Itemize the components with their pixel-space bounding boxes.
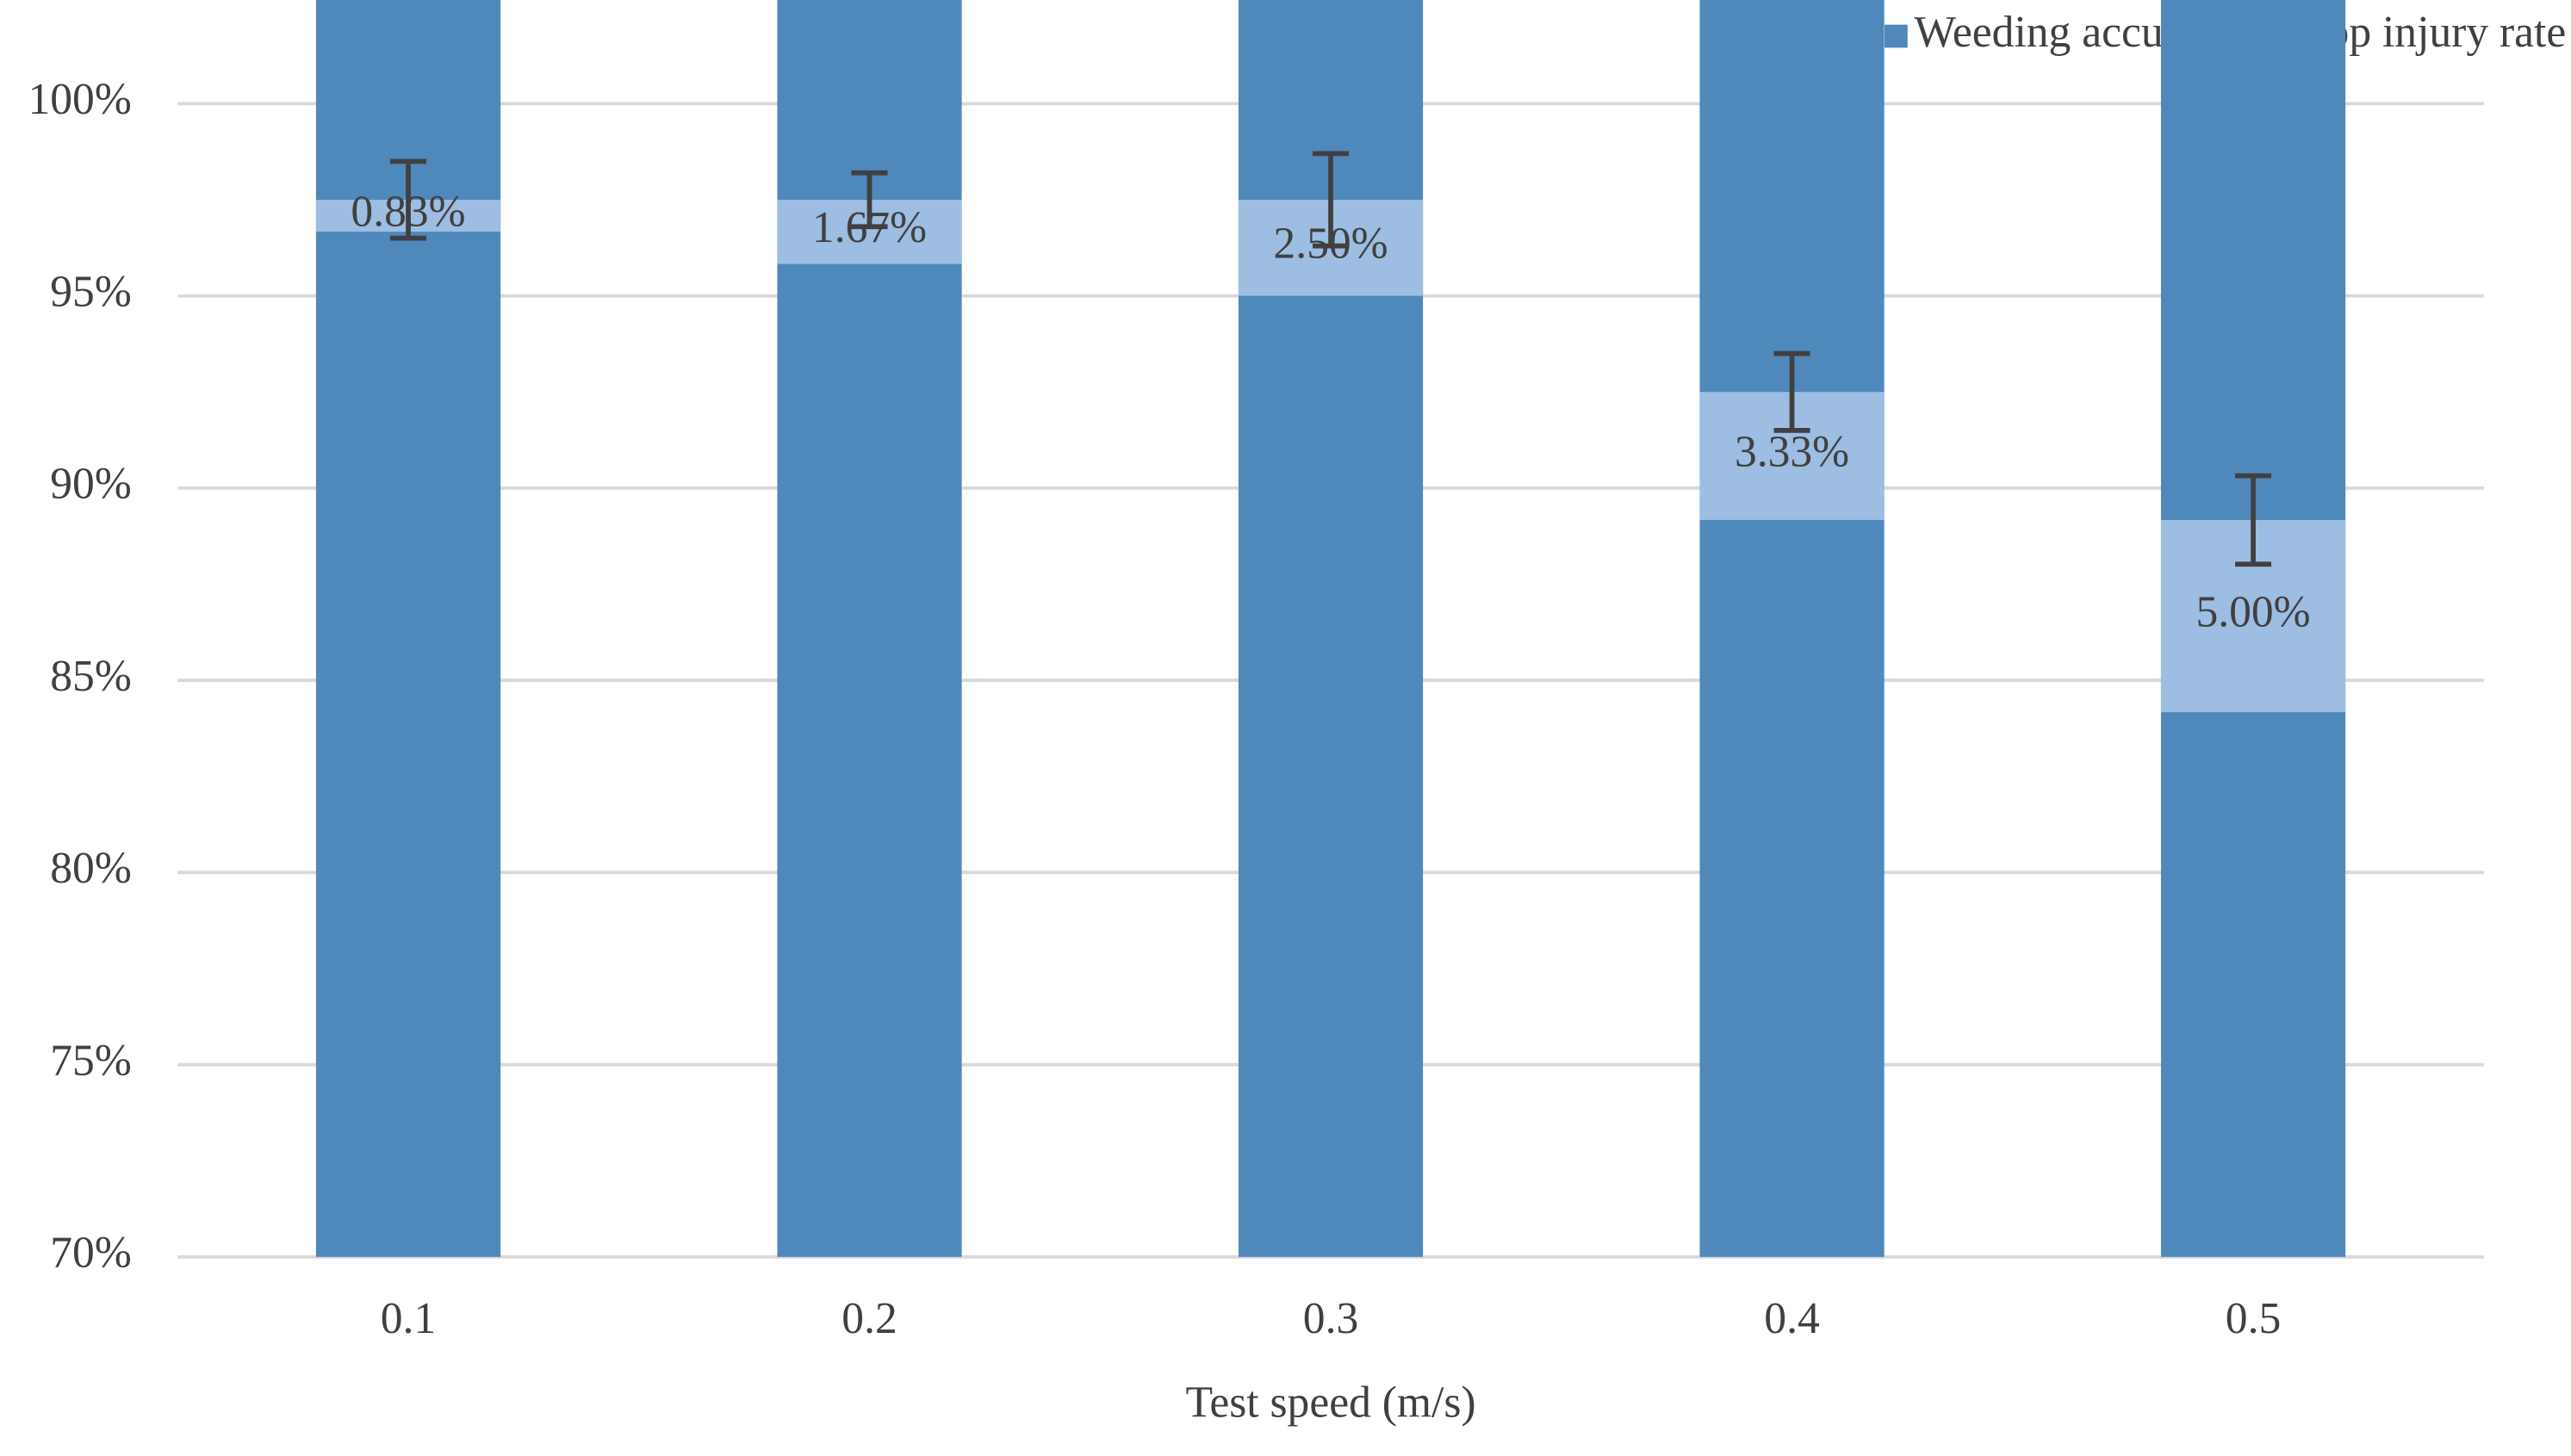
y-tick-label: 85% <box>50 652 131 701</box>
error-bar <box>390 158 427 241</box>
error-bar <box>1313 151 1350 249</box>
y-tick-label: 100% <box>28 75 132 124</box>
legend-swatch <box>1885 24 1908 48</box>
y-tick-label: 90% <box>50 460 131 509</box>
y-tick-label: 80% <box>50 844 131 893</box>
x-tick-label: 0.2 <box>841 1294 897 1343</box>
x-tick-label: 0.5 <box>2226 1294 2281 1343</box>
x-axis-label: Test speed (m/s) <box>1185 1378 1475 1427</box>
data-label: 3.33% <box>1735 427 1849 476</box>
error-bar <box>1773 350 1810 433</box>
y-tick-label: 75% <box>50 1036 131 1085</box>
bar-segment <box>1699 0 1885 1257</box>
x-tick-label: 0.4 <box>1764 1294 1819 1343</box>
x-tick-label: 0.3 <box>1303 1294 1358 1343</box>
error-bar <box>2235 473 2272 567</box>
y-tick-label: 95% <box>50 267 131 316</box>
y-tick-label: 70% <box>50 1229 131 1278</box>
error-bar <box>851 170 888 230</box>
x-tick-label: 0.1 <box>381 1294 436 1343</box>
data-label: 5.00% <box>2195 587 2310 636</box>
